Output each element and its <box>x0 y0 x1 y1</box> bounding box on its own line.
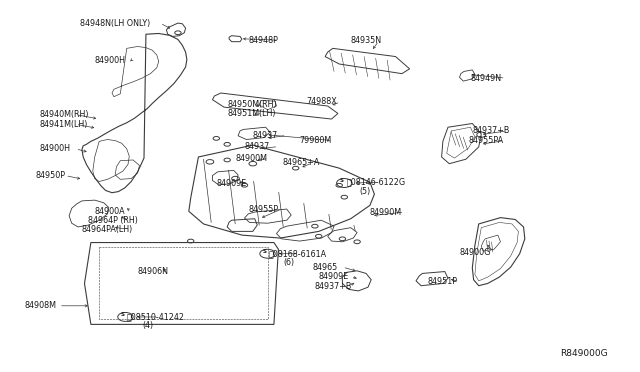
Text: 84900A: 84900A <box>95 207 125 216</box>
Text: 79980M: 79980M <box>300 136 332 145</box>
Text: 84949N: 84949N <box>470 74 502 83</box>
Text: 84955PA: 84955PA <box>468 136 504 145</box>
Text: 84950P: 84950P <box>35 171 65 180</box>
Text: 84900H: 84900H <box>40 144 70 153</box>
Text: 84955P: 84955P <box>248 205 278 214</box>
Text: 84948P: 84948P <box>248 36 278 45</box>
Text: 84965+A: 84965+A <box>283 158 320 167</box>
Text: S: S <box>262 248 266 254</box>
Text: 84950M(RH): 84950M(RH) <box>227 100 277 109</box>
Text: 84900H: 84900H <box>95 56 125 65</box>
Text: 84951P: 84951P <box>428 278 458 286</box>
Text: 84941M(LH): 84941M(LH) <box>40 120 88 129</box>
Text: 84948N(LH ONLY): 84948N(LH ONLY) <box>80 19 150 28</box>
Text: 84900G: 84900G <box>460 248 491 257</box>
Text: Ⓢ08168-6161A: Ⓢ08168-6161A <box>269 249 327 258</box>
Text: R849000G: R849000G <box>560 349 607 358</box>
Text: 84940M(RH): 84940M(RH) <box>40 110 89 119</box>
Text: 84909E: 84909E <box>319 272 349 281</box>
Text: Ⓢ08510-41242: Ⓢ08510-41242 <box>127 312 185 321</box>
Text: 84937+B: 84937+B <box>315 282 352 291</box>
Text: (4): (4) <box>142 321 153 330</box>
Text: 74988X: 74988X <box>306 97 337 106</box>
Text: 84937: 84937 <box>253 131 278 140</box>
Text: 84964P (RH): 84964P (RH) <box>88 216 138 225</box>
Text: S: S <box>339 178 343 183</box>
Text: (5): (5) <box>360 187 371 196</box>
Text: 84900M: 84900M <box>236 154 268 163</box>
Text: 84908M: 84908M <box>24 301 56 310</box>
Text: 84937+B: 84937+B <box>472 126 509 135</box>
Text: 84937: 84937 <box>244 142 269 151</box>
Text: (6): (6) <box>283 258 294 267</box>
Text: Ⓢ08146-6122G: Ⓢ08146-6122G <box>347 178 406 187</box>
Text: 84935N: 84935N <box>351 36 382 45</box>
Text: 84990M: 84990M <box>370 208 402 217</box>
Text: 84965: 84965 <box>312 263 337 272</box>
Text: 84906N: 84906N <box>138 267 168 276</box>
Text: 84964PA(LH): 84964PA(LH) <box>82 225 133 234</box>
Text: 84951M(LH): 84951M(LH) <box>227 109 276 118</box>
Text: S: S <box>120 312 124 317</box>
Text: 84909E: 84909E <box>216 179 246 188</box>
